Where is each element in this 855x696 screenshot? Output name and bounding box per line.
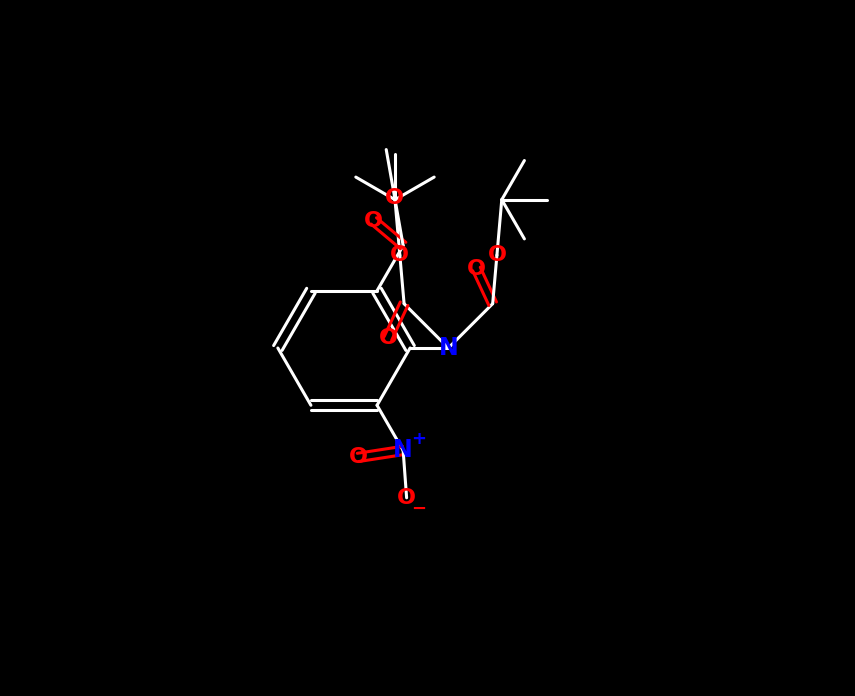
Text: −: − (411, 500, 427, 518)
Text: O: O (386, 187, 404, 207)
Text: O: O (467, 259, 486, 279)
Text: O: O (487, 245, 506, 265)
Text: O: O (379, 329, 398, 349)
Text: O: O (397, 488, 416, 508)
Text: O: O (364, 211, 383, 231)
Text: O: O (348, 448, 368, 468)
Text: N: N (439, 336, 458, 360)
Text: N: N (393, 438, 413, 462)
Text: +: + (411, 430, 426, 448)
Text: O: O (391, 245, 410, 265)
